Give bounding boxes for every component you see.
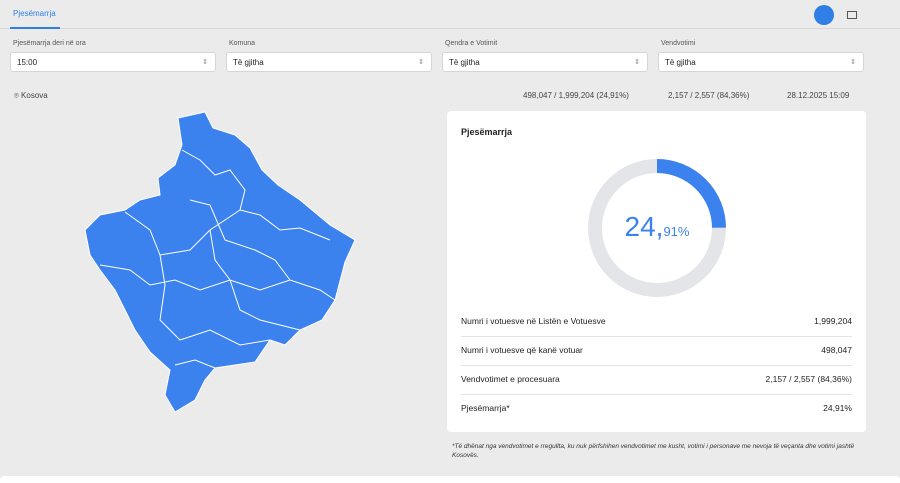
voters-stat: 498,047 / 1,999,204 (24,91%): [523, 91, 629, 100]
stats-row: Numri i votuesve në Listën e Votuesve 1,9…: [461, 307, 852, 337]
footnote: *Të dhënat nga vendvotimet e rregullta, …: [452, 443, 855, 459]
row-value: 24,91%: [823, 403, 852, 413]
updated-stat: 28.12.2025 15:09: [787, 91, 850, 100]
map: [84, 111, 356, 413]
filter-select[interactable]: Të gjitha: [226, 52, 432, 73]
stats-row: Pjesëmarrja* 24,91%: [461, 394, 852, 423]
row-value: 2,157 / 2,557 (84,36%): [765, 374, 852, 384]
card: Pjesëmarrja 24,91% Numri i votuesve në L…: [447, 111, 866, 432]
donut-arc: [588, 159, 726, 297]
filter-label: Pjesëmarrja deri në ora: [13, 40, 86, 47]
map-region[interactable]: [84, 111, 356, 413]
filter-label: Vendvotimi: [661, 40, 696, 47]
row-label: Vendvotimet e procesuara: [461, 374, 560, 384]
location: ⌾ Kosova: [14, 91, 48, 100]
card-title: Pjesëmarrja: [461, 127, 513, 137]
filter-select[interactable]: 15:00: [10, 52, 216, 73]
stats-row: Vendvotimet e procesuara 2,157 / 2,557 (8…: [461, 365, 852, 395]
table-view-button[interactable]: [847, 11, 857, 19]
filter-label: Komuna: [229, 40, 256, 47]
row-value: 498,047: [821, 345, 852, 355]
row-label: Numri i votuesve në Listën e Votuesve: [461, 316, 606, 326]
donut-fraction: 91%: [663, 224, 690, 239]
tab[interactable]: Pjesëmarrja: [13, 9, 56, 18]
stations-stat: 2,157 / 2,557 (84,36%): [668, 91, 750, 100]
next-section: [0, 476, 900, 483]
tab-divider: [0, 28, 900, 29]
stats-row: Numri i votuesve që kanë votuar 498,047: [461, 336, 852, 366]
row-label: Pjesëmarrja*: [461, 403, 510, 413]
filter-select[interactable]: Të gjitha: [442, 52, 648, 73]
row-label: Numri i votuesve që kanë votuar: [461, 345, 583, 355]
donut: [588, 159, 726, 297]
donut-label: 24,91%: [587, 211, 727, 243]
filter-label: Qendra e Votimit: [445, 40, 498, 47]
tab-underline: [10, 27, 60, 29]
donut-whole: 24,: [624, 211, 664, 242]
row-value: 1,999,204: [814, 316, 852, 326]
location-text: Kosova: [21, 91, 48, 100]
municipality-borders: [99, 149, 336, 369]
filter-select[interactable]: Të gjitha: [658, 52, 864, 73]
map-view-button[interactable]: [814, 5, 834, 25]
